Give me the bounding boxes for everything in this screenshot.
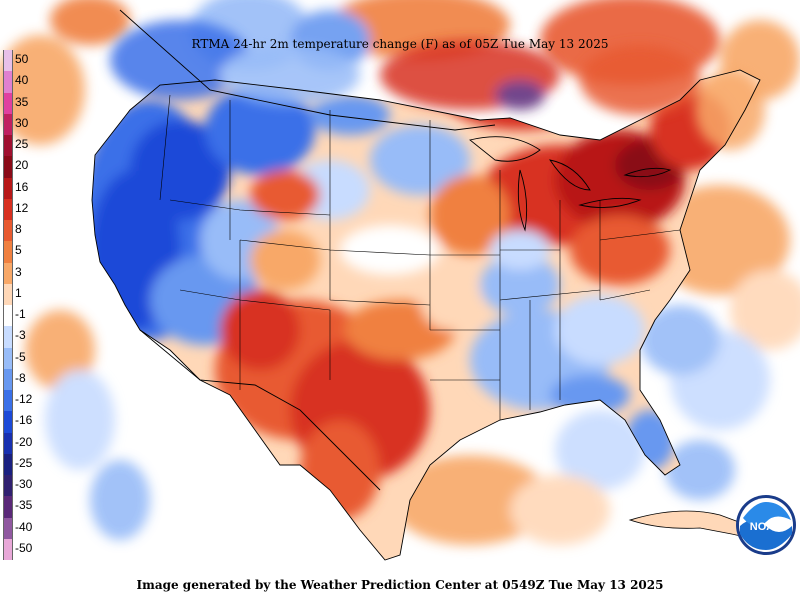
legend-label: -1 (15, 307, 26, 321)
legend-label: 20 (15, 158, 29, 173)
legend-row: 25 (3, 135, 43, 157)
legend-row: 1 (3, 283, 43, 305)
legend-label: 25 (15, 137, 29, 151)
legend-row: 20 (3, 156, 43, 178)
legend-label: -20 (15, 434, 33, 449)
legend-label: 30 (15, 115, 29, 130)
legend-row: -40 (3, 517, 43, 539)
legend-label: -8 (15, 370, 26, 385)
legend-swatch (3, 538, 13, 560)
mexico-border (139, 329, 381, 491)
legend-swatch (3, 135, 13, 157)
legend-row: 3 (3, 262, 43, 284)
footer-caption: Image generated by the Weather Predictio… (136, 578, 664, 592)
legend-swatch (3, 432, 13, 454)
map-canvas (0, 0, 800, 561)
legend-swatch (3, 453, 13, 475)
legend-label: 1 (15, 285, 22, 300)
legend-swatch (3, 390, 13, 412)
legend-row: -30 (3, 475, 43, 497)
legend-row: 12 (3, 198, 43, 220)
legend-swatch (3, 326, 13, 348)
legend-row: 5 (3, 241, 43, 263)
legend-swatch (3, 220, 13, 242)
legend-row: 8 (3, 220, 43, 242)
legend-row: -1 (3, 305, 43, 327)
temperature-change-map: RTMA 24-hr 2m temperature change (F) as … (0, 0, 800, 561)
legend-row: 50 (3, 50, 43, 72)
legend-swatch (3, 517, 13, 539)
boundary-lines (91, 9, 761, 561)
legend-swatch (3, 368, 13, 390)
legend-label: 50 (15, 52, 29, 66)
legend-label: -50 (15, 540, 33, 555)
noaa-logo-icon: NOAA (736, 495, 796, 555)
legend-row: -5 (3, 347, 43, 369)
offshore-field (0, 0, 800, 545)
legend-row: -25 (3, 453, 43, 475)
legend-swatch (3, 496, 13, 518)
legend-swatch (3, 198, 13, 220)
legend-swatch (3, 262, 13, 284)
great-lakes (469, 136, 672, 232)
legend-swatch (3, 156, 13, 178)
legend-row: -16 (3, 411, 43, 433)
legend-swatch (3, 283, 13, 305)
legend-row: 16 (3, 177, 43, 199)
noaa-logo-text: NOAA (750, 521, 782, 533)
legend-label: -5 (15, 349, 26, 364)
legend-label: -25 (15, 455, 33, 470)
legend-label: -40 (15, 519, 33, 534)
legend-label: 40 (15, 73, 29, 88)
legend-row: -20 (3, 432, 43, 454)
legend-row: 40 (3, 71, 43, 93)
color-legend: 50 40 35 30 25 20 16 12 8 5 3 1 -1 -3 -5 -8 -12 -16 -20 -25… (3, 50, 43, 560)
legend-swatch (3, 411, 13, 433)
legend-row: 30 (3, 113, 43, 135)
legend-swatch (3, 177, 13, 199)
legend-swatch (3, 241, 13, 263)
legend-swatch (3, 50, 13, 72)
legend-swatch (3, 71, 13, 93)
legend-label: -30 (15, 477, 33, 491)
legend-row: -8 (3, 368, 43, 390)
legend-label: -16 (15, 413, 33, 428)
legend-label: -3 (15, 328, 26, 343)
legend-swatch (3, 113, 13, 135)
legend-label: -12 (15, 392, 33, 406)
legend-swatch (3, 305, 13, 327)
legend-label: -35 (15, 498, 33, 513)
legend-row: 35 (3, 92, 43, 114)
legend-label: 16 (15, 179, 29, 194)
legend-row: -3 (3, 326, 43, 348)
legend-label: 5 (15, 243, 22, 258)
legend-swatch (3, 475, 13, 497)
us-outline (91, 69, 761, 561)
legend-label: 8 (15, 222, 22, 236)
legend-row: -12 (3, 390, 43, 412)
legend-label: 12 (15, 200, 29, 215)
legend-row: -35 (3, 496, 43, 518)
legend-swatch (3, 347, 13, 369)
canada-field (110, 20, 765, 150)
legend-label: 3 (15, 264, 22, 279)
state-lines (159, 94, 681, 420)
legend-label: 35 (15, 94, 29, 109)
legend-swatch (3, 92, 13, 114)
legend-row: -50 (3, 538, 43, 560)
